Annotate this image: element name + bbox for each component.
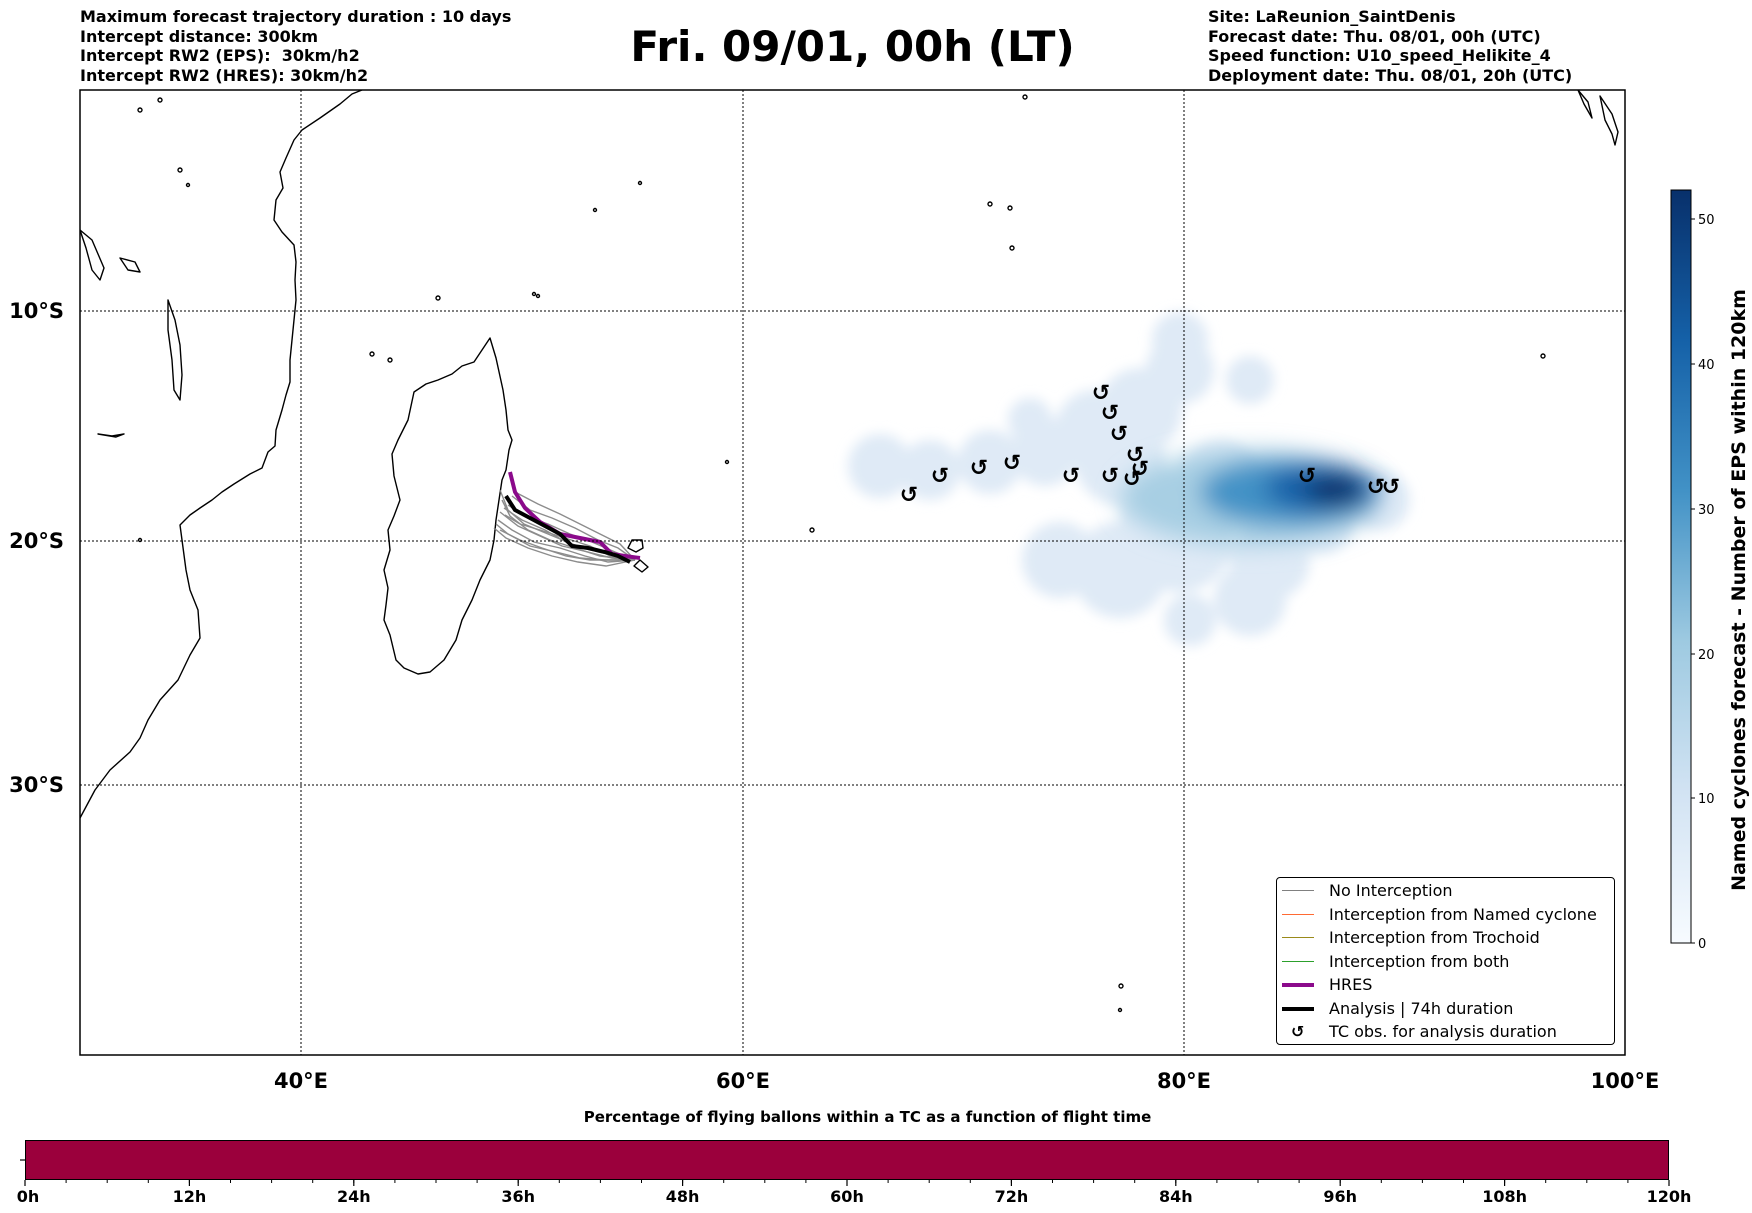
time-tick: 60h bbox=[830, 1187, 864, 1206]
time-tick: 0h bbox=[16, 1187, 40, 1206]
legend-label: Interception from Named cyclone bbox=[1329, 904, 1597, 924]
legend-item: Interception from Named cyclone bbox=[1277, 904, 1614, 926]
tc-marker: ↺ bbox=[1382, 475, 1400, 500]
lon-label-40e: 40°E bbox=[274, 1069, 328, 1093]
tc-marker: ↺ bbox=[970, 456, 988, 481]
header-left-line: Intercept RW2 (EPS): 30km/h2 bbox=[80, 46, 360, 65]
legend-item: Analysis | 74h duration bbox=[1277, 998, 1614, 1020]
lon-label-80e: 80°E bbox=[1157, 1069, 1211, 1093]
legend-swatch bbox=[1282, 937, 1314, 938]
colorbar-tick: 20 bbox=[1698, 648, 1715, 663]
colorbar-gradient bbox=[1670, 189, 1692, 944]
legend-label: TC obs. for analysis duration bbox=[1329, 1022, 1557, 1041]
legend-label: Interception from Trochoid bbox=[1329, 928, 1540, 947]
gridlines bbox=[80, 90, 1625, 1055]
lon-label-100e: 100°E bbox=[1591, 1069, 1660, 1093]
legend-swatch bbox=[1282, 890, 1314, 891]
time-tick: 84h bbox=[1158, 1187, 1193, 1206]
tc-markers: ↺ ↺ ↺ ↺ ↺ ↺ ↺ ↺ ↺ ↺ ↺ ↺ ↺ ↺ ↺ bbox=[900, 381, 1400, 508]
colorbar-label: Named cyclones forecast - Number of EPS … bbox=[1728, 289, 1750, 891]
tc-marker: ↺ bbox=[1110, 422, 1128, 447]
header-left-line: Intercept RW2 (HRES): 30km/h2 bbox=[80, 65, 369, 85]
header-right-info: Site: LaReunion_SaintDenis Forecast date… bbox=[1208, 7, 1572, 85]
legend-item: ↺ TC obs. for analysis duration bbox=[1277, 1021, 1614, 1043]
header-right-line: Deployment date: Thu. 08/01, 20h (UTC) bbox=[1208, 65, 1573, 85]
colorbar-tick: 30 bbox=[1698, 503, 1715, 518]
time-tick: 12h bbox=[172, 1187, 207, 1206]
lat-label-30s: 30°S bbox=[9, 773, 64, 797]
time-tick: 48h bbox=[665, 1187, 700, 1206]
tc-marker: ↺ bbox=[1367, 475, 1385, 500]
colorbar-tick: 50 bbox=[1698, 213, 1715, 228]
colorbar-tick: 40 bbox=[1698, 358, 1715, 373]
map-frame bbox=[79, 89, 1626, 1056]
legend-item: Interception from Trochoid bbox=[1277, 927, 1614, 949]
legend: No Interception Interception from Named … bbox=[1276, 877, 1615, 1045]
tc-marker: ↺ bbox=[1126, 443, 1144, 468]
tc-marker: ↺ bbox=[1062, 464, 1080, 489]
time-tick: 72h bbox=[994, 1187, 1029, 1206]
lon-label-60e: 60°E bbox=[716, 1069, 770, 1093]
time-tick: 96h bbox=[1323, 1187, 1358, 1206]
main-title: Fri. 09/01, 00h (LT) bbox=[630, 22, 1075, 71]
tc-marker: ↺ bbox=[900, 483, 918, 508]
tc-marker: ↺ bbox=[931, 464, 949, 489]
tc-marker: ↺ bbox=[1003, 451, 1021, 476]
legend-swatch bbox=[1282, 983, 1314, 987]
tc-marker: ↺ bbox=[1131, 457, 1149, 482]
tc-marker: ↺ bbox=[1123, 467, 1141, 492]
legend-item: HRES bbox=[1277, 974, 1614, 996]
tc-marker: ↺ bbox=[1298, 464, 1316, 489]
legend-swatch bbox=[1282, 960, 1314, 962]
percentage-bar bbox=[25, 1140, 1669, 1180]
legend-swatch bbox=[1282, 1006, 1314, 1011]
legend-item: Interception from both bbox=[1277, 951, 1614, 973]
colorbar-tick: 10 bbox=[1698, 792, 1715, 807]
header-right-line: Speed function: U10_speed_Helikite_4 bbox=[1208, 46, 1551, 65]
tc-marker: ↺ bbox=[1092, 381, 1110, 406]
time-tick: 120h bbox=[1646, 1187, 1692, 1206]
time-tick: 108h bbox=[1482, 1187, 1527, 1206]
lat-label-10s: 10°S bbox=[9, 299, 64, 323]
analysis-trajectory bbox=[504, 494, 631, 564]
legend-label: No Interception bbox=[1329, 881, 1453, 900]
header-left-line: Maximum forecast trajectory duration : 1… bbox=[80, 7, 512, 26]
bottom-bar-title: Percentage of flying ballons within a TC… bbox=[583, 1108, 1152, 1126]
header-left-line: Intercept distance: 300km bbox=[80, 26, 319, 46]
legend-label: HRES bbox=[1329, 975, 1373, 994]
legend-item: No Interception bbox=[1277, 880, 1614, 902]
header-left-info: Maximum forecast trajectory duration : 1… bbox=[80, 7, 511, 85]
header-right-line: Forecast date: Thu. 08/01, 00h (UTC) bbox=[1208, 26, 1541, 46]
colorbar-tick: 0 bbox=[1698, 937, 1706, 952]
lat-label-20s: 20°S bbox=[9, 529, 64, 553]
time-tick: 24h bbox=[336, 1187, 371, 1206]
legend-label: Analysis | 74h duration bbox=[1329, 998, 1514, 1018]
legend-label: Interception from both bbox=[1329, 951, 1510, 971]
density-colorbar: 0 10 20 30 40 50 Named cyclones forecast… bbox=[1670, 189, 1750, 952]
tc-marker: ↺ bbox=[1101, 464, 1119, 489]
time-tick: 36h bbox=[501, 1187, 536, 1206]
tc-marker: ↺ bbox=[1101, 401, 1119, 426]
map-area: ↺ ↺ ↺ ↺ ↺ ↺ ↺ ↺ ↺ ↺ ↺ ↺ ↺ ↺ ↺ bbox=[80, 90, 1619, 1013]
coastlines bbox=[80, 90, 1619, 1013]
tc-symbol-icon: ↺ bbox=[1291, 1022, 1305, 1041]
header-right-line: Site: LaReunion_SaintDenis bbox=[1208, 7, 1456, 26]
legend-swatch bbox=[1282, 913, 1314, 915]
